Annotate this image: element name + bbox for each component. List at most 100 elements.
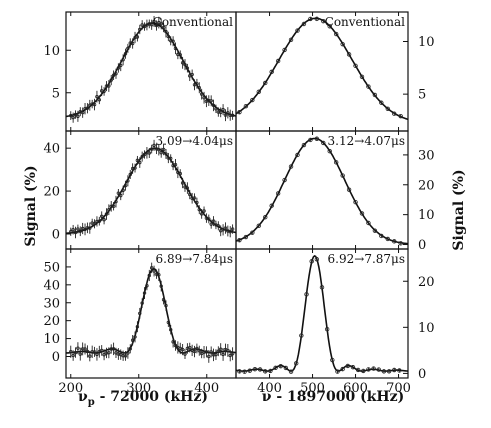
data-point xyxy=(398,241,403,246)
data-point xyxy=(102,218,106,222)
data-point xyxy=(173,343,178,348)
data-point xyxy=(164,29,168,34)
data-point xyxy=(183,352,187,356)
data-point xyxy=(330,357,335,363)
data-point xyxy=(301,21,307,27)
data-point xyxy=(209,99,213,103)
panel-right-2: 0 10 20 400 500 600 700 6.92→7.87μs xyxy=(235,248,435,396)
data-point xyxy=(114,72,118,76)
data-point xyxy=(392,367,397,373)
x-tick-label: 400 xyxy=(257,381,282,396)
x-tick-label: 200 xyxy=(58,381,83,396)
data-point xyxy=(114,199,118,204)
data-point xyxy=(243,234,249,240)
data-point xyxy=(243,103,249,109)
right-y-axis-title: Signal (%) xyxy=(451,169,467,250)
data-point xyxy=(237,369,242,374)
data-point xyxy=(107,351,111,355)
data-point xyxy=(183,62,187,67)
data-point xyxy=(78,352,82,356)
data-point xyxy=(273,365,278,370)
data-point xyxy=(123,183,128,188)
data-point xyxy=(211,103,216,108)
data-point xyxy=(333,160,339,165)
data-point xyxy=(327,24,332,29)
data-point xyxy=(275,191,281,196)
data-point xyxy=(92,222,97,226)
data-point xyxy=(204,350,209,354)
panel-frame xyxy=(65,248,237,379)
data-point xyxy=(140,154,144,159)
data-point xyxy=(288,164,294,169)
data-point xyxy=(216,224,221,228)
data-point xyxy=(366,367,371,372)
panel-frame xyxy=(65,11,237,132)
data-point xyxy=(161,147,166,152)
data-point xyxy=(301,142,307,148)
data-point xyxy=(149,147,154,151)
data-point xyxy=(218,110,223,115)
data-point xyxy=(185,186,190,190)
panel-label: 3.12→4.07μs xyxy=(328,134,405,148)
data-point xyxy=(221,228,225,232)
data-point xyxy=(69,230,73,234)
data-point xyxy=(138,160,142,165)
data-point xyxy=(161,298,166,302)
data-point xyxy=(71,115,75,120)
data-point xyxy=(178,171,182,176)
data-point xyxy=(97,350,102,354)
data-point xyxy=(379,100,384,105)
data-point xyxy=(166,320,171,325)
data-point xyxy=(237,237,242,243)
data-point xyxy=(223,226,228,230)
y-tick-label: 10 xyxy=(418,321,435,336)
y-tick-label: 20 xyxy=(43,185,60,200)
data-point xyxy=(130,338,135,342)
data-point xyxy=(169,328,173,332)
data-point xyxy=(169,156,173,161)
data-point xyxy=(149,23,154,27)
data-point xyxy=(309,259,314,264)
data-point xyxy=(263,80,268,86)
data-point xyxy=(173,163,178,167)
data-point xyxy=(69,350,73,354)
data-point xyxy=(190,72,194,77)
data-point xyxy=(152,269,156,273)
y-tick-label: 0 xyxy=(418,367,426,382)
data-point xyxy=(195,82,199,86)
data-point xyxy=(123,51,128,56)
data-point xyxy=(282,47,287,53)
panel-left-1: 0 20 40 3.09→4.04μs xyxy=(43,130,237,250)
data-point xyxy=(398,113,403,119)
data-point xyxy=(99,348,104,353)
data-point xyxy=(319,285,325,290)
data-point xyxy=(392,239,397,244)
y-tick-label: 20 xyxy=(418,178,435,193)
data-point xyxy=(263,369,268,374)
left-x-axis-title: νp - 72000 (kHz) xyxy=(78,389,208,408)
data-point xyxy=(71,353,75,358)
data-point xyxy=(366,220,371,226)
data-point xyxy=(109,78,113,82)
y-tick-label: 40 xyxy=(43,142,60,157)
data-point xyxy=(73,230,78,235)
data-point xyxy=(237,109,242,115)
data-point xyxy=(133,166,137,170)
data-point xyxy=(221,352,225,357)
data-point xyxy=(88,354,92,358)
data-point xyxy=(159,22,163,26)
data-point xyxy=(73,350,78,355)
data-point xyxy=(111,73,116,77)
data-point xyxy=(121,188,125,193)
data-point xyxy=(376,367,381,372)
x-tick-label: 300 xyxy=(126,381,151,396)
data-point xyxy=(147,151,151,155)
data-point xyxy=(142,24,147,29)
y-tick-label: 10 xyxy=(43,332,60,347)
data-point xyxy=(308,137,313,143)
data-point xyxy=(228,230,232,234)
data-point xyxy=(275,58,281,64)
data-point xyxy=(230,227,235,231)
data-point xyxy=(147,273,151,278)
data-point xyxy=(209,222,213,226)
